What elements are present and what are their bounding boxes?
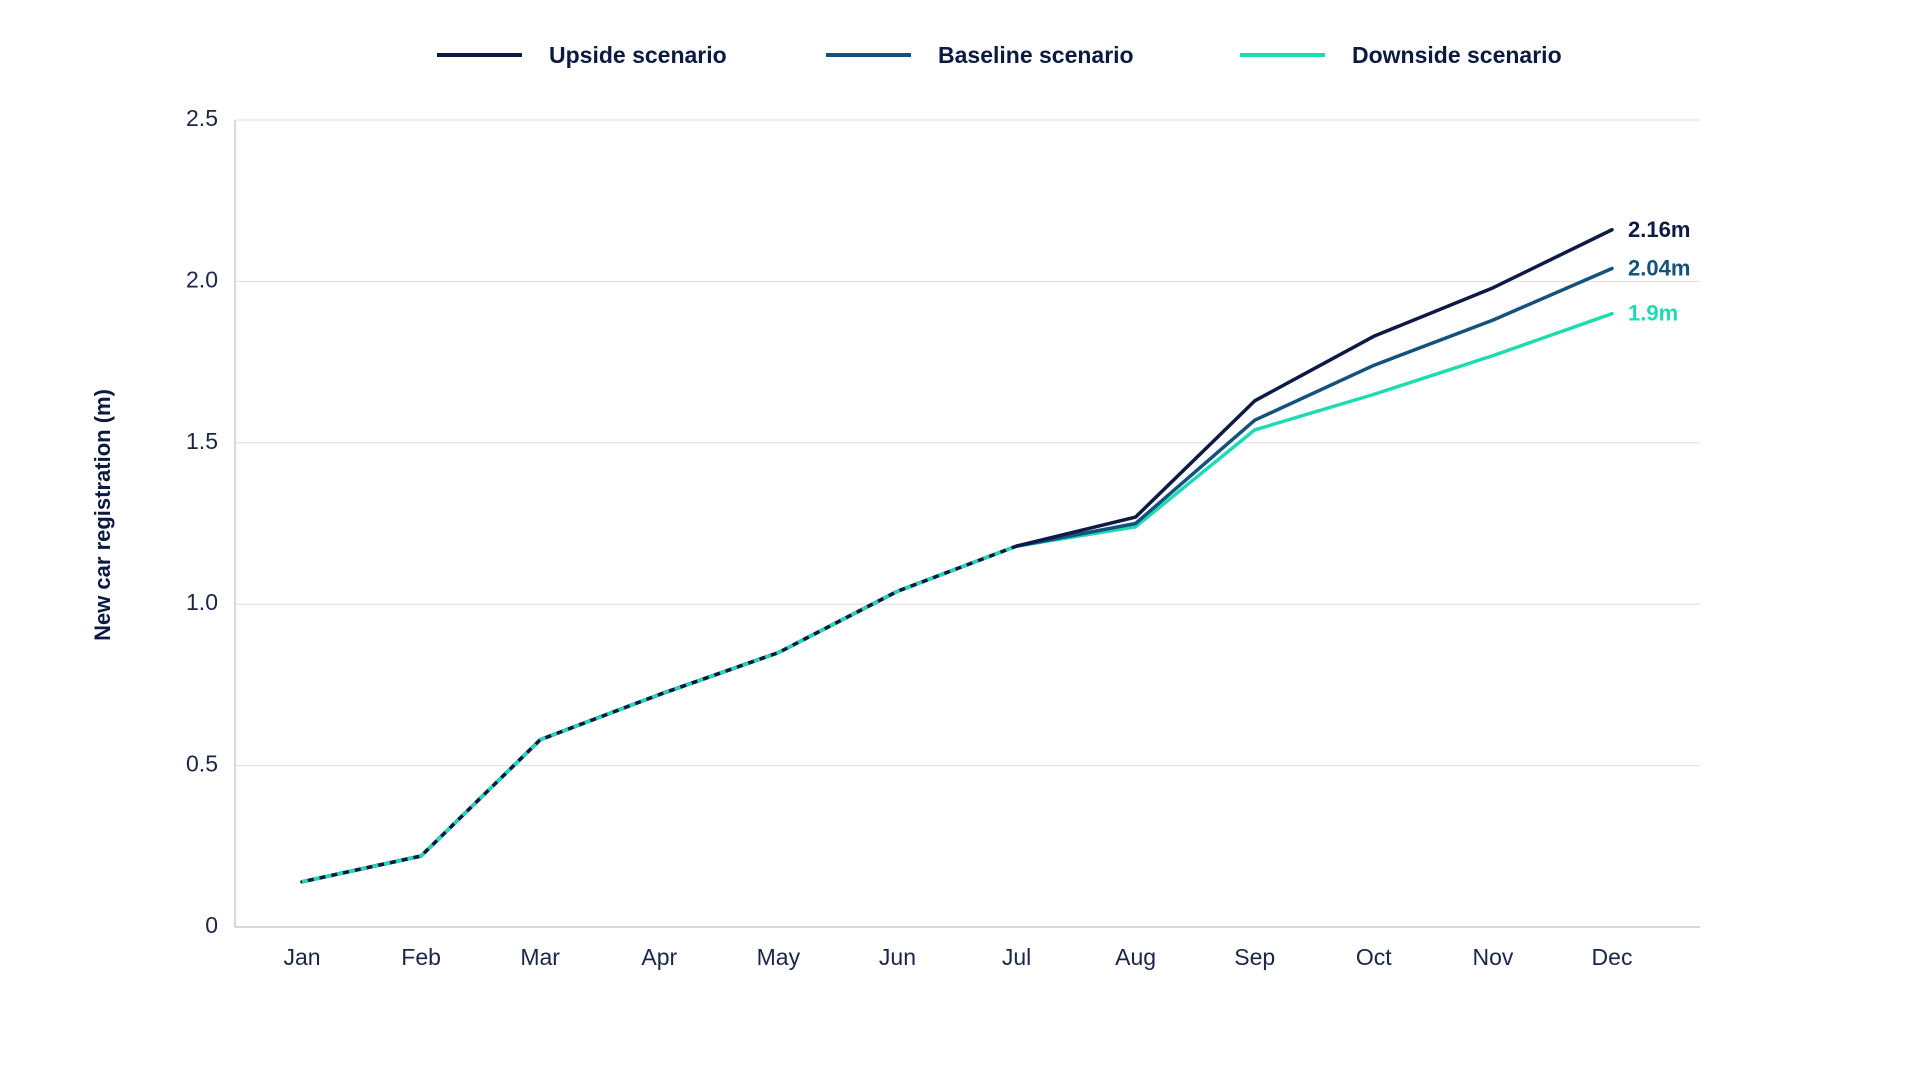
y-tick-label: 0.5 <box>186 751 218 777</box>
y-tick-label: 1.5 <box>186 428 218 454</box>
end-labels: 2.16m 2.04m 1.9m <box>1628 217 1690 326</box>
x-tick-label: Sep <box>1234 944 1275 970</box>
x-tick-label: Mar <box>520 944 560 970</box>
y-axis-ticks: 0 0.5 1.0 1.5 2.0 2.5 <box>186 105 218 938</box>
gridlines <box>234 119 1700 928</box>
legend-label: Baseline scenario <box>938 42 1134 68</box>
x-axis-ticks: Jan Feb Mar Apr May Jun Jul Aug Sep Oct Nov Dec <box>283 944 1632 970</box>
x-tick-label: Jul <box>1002 944 1031 970</box>
y-tick-label: 2.5 <box>186 105 218 131</box>
x-tick-label: May <box>757 944 801 970</box>
y-tick-label: 0 <box>205 912 218 938</box>
x-tick-label: Feb <box>401 944 441 970</box>
y-axis-title: New car registration (m) <box>90 389 115 641</box>
legend-label: Upside scenario <box>549 42 727 68</box>
shared-segment-dash <box>301 544 1018 884</box>
x-tick-label: Nov <box>1472 944 1513 970</box>
end-label: 1.9m <box>1628 301 1678 326</box>
x-tick-label: Jan <box>283 944 320 970</box>
series-line-baseline-scenario <box>300 266 1614 884</box>
x-tick-label: Apr <box>641 944 677 970</box>
series-lines <box>300 228 1614 884</box>
x-tick-label: Jun <box>879 944 916 970</box>
x-tick-label: Dec <box>1592 944 1633 970</box>
x-tick-label: Oct <box>1356 944 1392 970</box>
legend: Upside scenario Baseline scenario Downside… <box>437 42 1562 68</box>
y-tick-label: 2.0 <box>186 266 218 292</box>
x-tick-label: Aug <box>1115 944 1156 970</box>
end-label: 2.04m <box>1628 255 1690 280</box>
series-line-upside-scenario <box>300 228 1614 884</box>
series-line-downside-scenario <box>300 311 1614 884</box>
legend-label: Downside scenario <box>1352 42 1562 68</box>
end-label: 2.16m <box>1628 217 1690 242</box>
y-tick-label: 1.0 <box>186 589 218 615</box>
